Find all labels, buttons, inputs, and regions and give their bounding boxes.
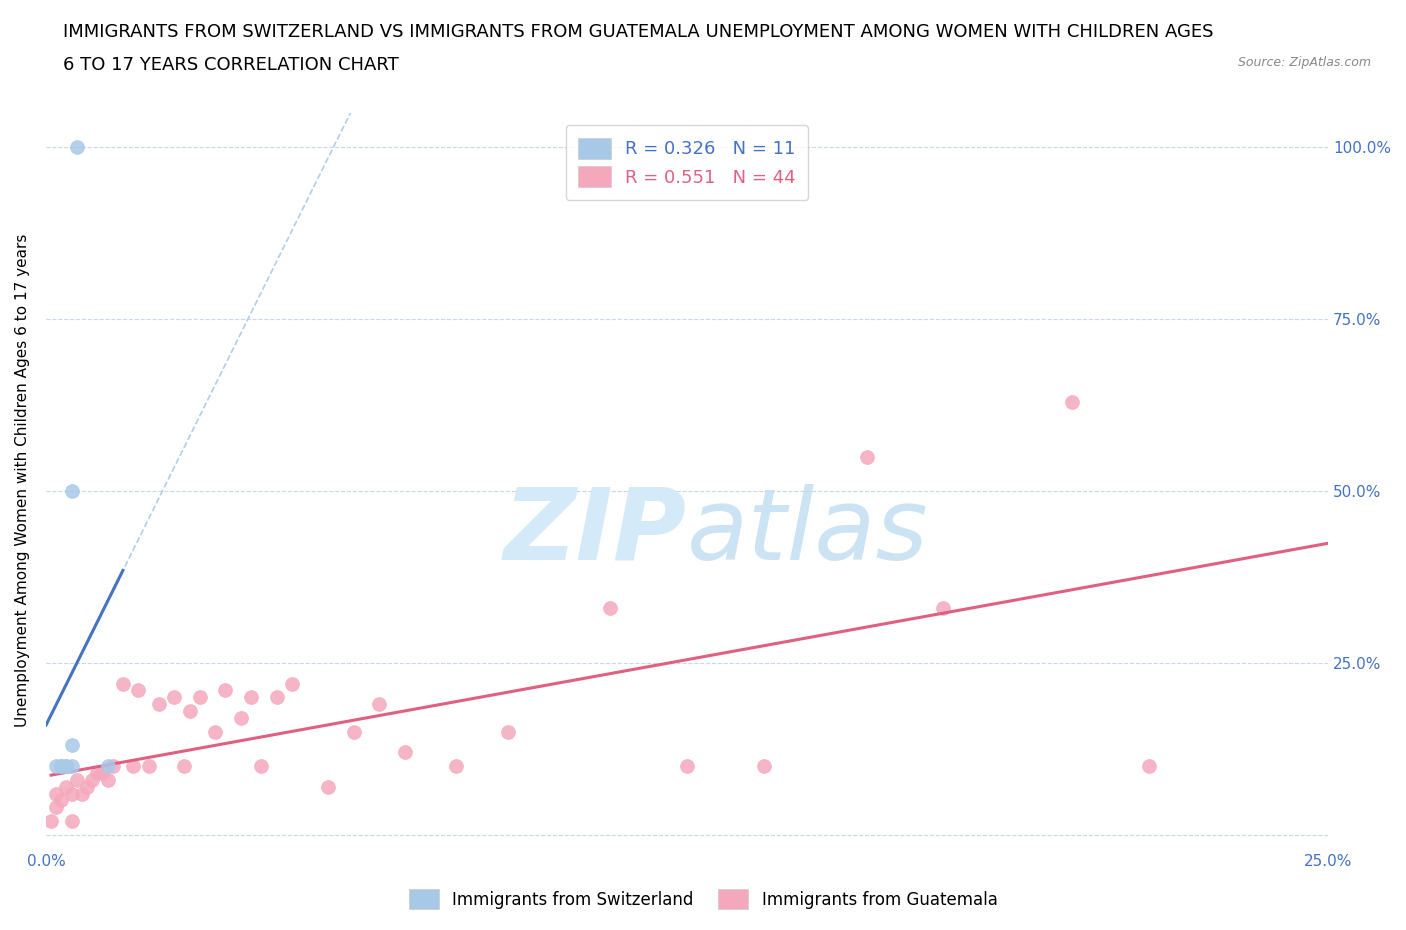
Point bbox=[51, 793, 73, 808]
Legend: Immigrants from Switzerland, Immigrants from Guatemala: Immigrants from Switzerland, Immigrants … bbox=[401, 881, 1005, 917]
Point bbox=[316, 779, 339, 794]
Point bbox=[343, 724, 366, 739]
Point bbox=[122, 759, 145, 774]
Point bbox=[82, 773, 104, 788]
Point bbox=[60, 814, 83, 829]
Point bbox=[45, 786, 67, 801]
Point bbox=[66, 773, 89, 788]
Point bbox=[250, 759, 273, 774]
Point bbox=[91, 765, 114, 780]
Point bbox=[214, 683, 236, 698]
Text: IMMIGRANTS FROM SWITZERLAND VS IMMIGRANTS FROM GUATEMALA UNEMPLOYMENT AMONG WOME: IMMIGRANTS FROM SWITZERLAND VS IMMIGRANT… bbox=[63, 23, 1213, 41]
Point bbox=[855, 449, 877, 464]
Point bbox=[60, 786, 83, 801]
Point bbox=[752, 759, 775, 774]
Point bbox=[101, 759, 124, 774]
Point bbox=[148, 697, 170, 711]
Point bbox=[446, 759, 468, 774]
Point bbox=[45, 759, 67, 774]
Point bbox=[45, 800, 67, 815]
Point bbox=[96, 773, 118, 788]
Legend: R = 0.326   N = 11, R = 0.551   N = 44: R = 0.326 N = 11, R = 0.551 N = 44 bbox=[565, 126, 808, 200]
Point bbox=[179, 704, 201, 719]
Point bbox=[60, 484, 83, 498]
Point bbox=[70, 786, 93, 801]
Point bbox=[599, 601, 621, 616]
Point bbox=[932, 601, 955, 616]
Point bbox=[266, 690, 288, 705]
Point bbox=[76, 779, 98, 794]
Point bbox=[60, 738, 83, 753]
Point bbox=[51, 759, 73, 774]
Point bbox=[96, 759, 118, 774]
Point bbox=[281, 676, 304, 691]
Point bbox=[1137, 759, 1160, 774]
Point bbox=[55, 779, 77, 794]
Point bbox=[138, 759, 160, 774]
Point bbox=[66, 140, 89, 154]
Point bbox=[368, 697, 391, 711]
Point bbox=[229, 711, 252, 725]
Text: 6 TO 17 YEARS CORRELATION CHART: 6 TO 17 YEARS CORRELATION CHART bbox=[63, 56, 399, 73]
Point bbox=[496, 724, 519, 739]
Point bbox=[55, 759, 77, 774]
Point bbox=[394, 745, 416, 760]
Point bbox=[55, 759, 77, 774]
Point bbox=[51, 759, 73, 774]
Point bbox=[1060, 394, 1083, 409]
Text: ZIP: ZIP bbox=[505, 484, 688, 580]
Y-axis label: Unemployment Among Women with Children Ages 6 to 17 years: Unemployment Among Women with Children A… bbox=[15, 234, 30, 727]
Point bbox=[173, 759, 195, 774]
Point bbox=[204, 724, 226, 739]
Point bbox=[240, 690, 263, 705]
Text: atlas: atlas bbox=[688, 484, 929, 580]
Point bbox=[163, 690, 186, 705]
Point bbox=[39, 814, 62, 829]
Point bbox=[676, 759, 699, 774]
Point bbox=[188, 690, 211, 705]
Point bbox=[86, 765, 108, 780]
Point bbox=[111, 676, 134, 691]
Text: Source: ZipAtlas.com: Source: ZipAtlas.com bbox=[1237, 56, 1371, 69]
Point bbox=[127, 683, 149, 698]
Point bbox=[60, 759, 83, 774]
